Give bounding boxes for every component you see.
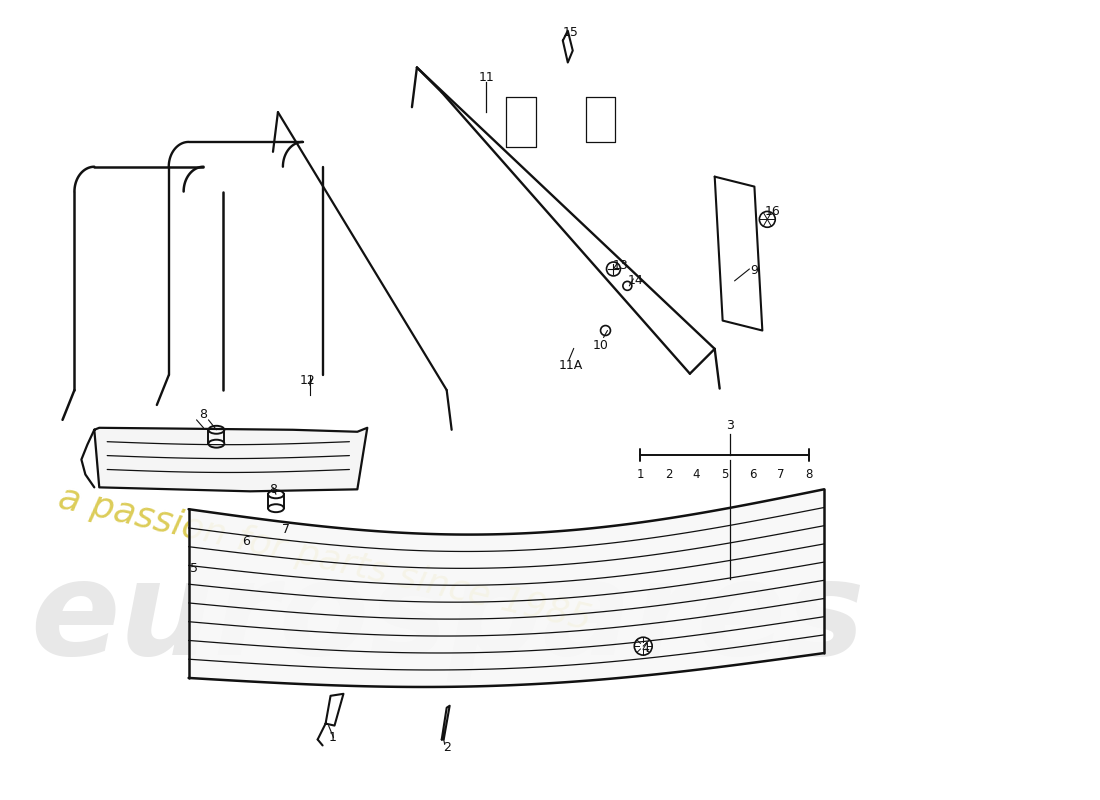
Text: eurospares: eurospares bbox=[30, 555, 865, 682]
Text: 14: 14 bbox=[627, 274, 644, 287]
Circle shape bbox=[606, 262, 620, 276]
Ellipse shape bbox=[268, 504, 284, 512]
Text: 2: 2 bbox=[442, 741, 451, 754]
Circle shape bbox=[635, 638, 652, 655]
Ellipse shape bbox=[268, 490, 284, 498]
Text: 6: 6 bbox=[749, 469, 757, 482]
Ellipse shape bbox=[209, 426, 224, 434]
Text: 8: 8 bbox=[199, 408, 208, 422]
Text: 7: 7 bbox=[777, 469, 784, 482]
Text: 13: 13 bbox=[613, 259, 628, 273]
Text: 4: 4 bbox=[693, 469, 701, 482]
Polygon shape bbox=[95, 428, 367, 491]
Text: 6: 6 bbox=[242, 535, 250, 549]
Circle shape bbox=[759, 211, 775, 227]
Text: 8: 8 bbox=[270, 483, 277, 496]
Polygon shape bbox=[326, 694, 343, 726]
Circle shape bbox=[601, 326, 610, 335]
Text: 15: 15 bbox=[563, 26, 579, 39]
Ellipse shape bbox=[209, 440, 224, 448]
Text: 7: 7 bbox=[282, 522, 290, 535]
Text: 5: 5 bbox=[720, 469, 728, 482]
Polygon shape bbox=[442, 706, 450, 739]
Text: 9: 9 bbox=[750, 265, 758, 278]
Text: 2: 2 bbox=[664, 469, 672, 482]
Text: 3: 3 bbox=[726, 418, 734, 432]
Text: 5: 5 bbox=[189, 562, 198, 575]
Text: 11: 11 bbox=[478, 71, 494, 84]
Text: a passion for parts since 1985: a passion for parts since 1985 bbox=[55, 481, 594, 637]
Text: 16: 16 bbox=[764, 205, 780, 218]
Text: 11A: 11A bbox=[559, 358, 583, 372]
Polygon shape bbox=[715, 177, 762, 330]
Text: 8: 8 bbox=[805, 469, 813, 482]
Text: 1: 1 bbox=[637, 469, 644, 482]
Polygon shape bbox=[563, 30, 573, 62]
Circle shape bbox=[623, 282, 631, 290]
Text: 10: 10 bbox=[593, 339, 608, 352]
Text: 4: 4 bbox=[641, 642, 649, 654]
Text: 12: 12 bbox=[300, 374, 316, 386]
Text: 1: 1 bbox=[329, 731, 337, 744]
